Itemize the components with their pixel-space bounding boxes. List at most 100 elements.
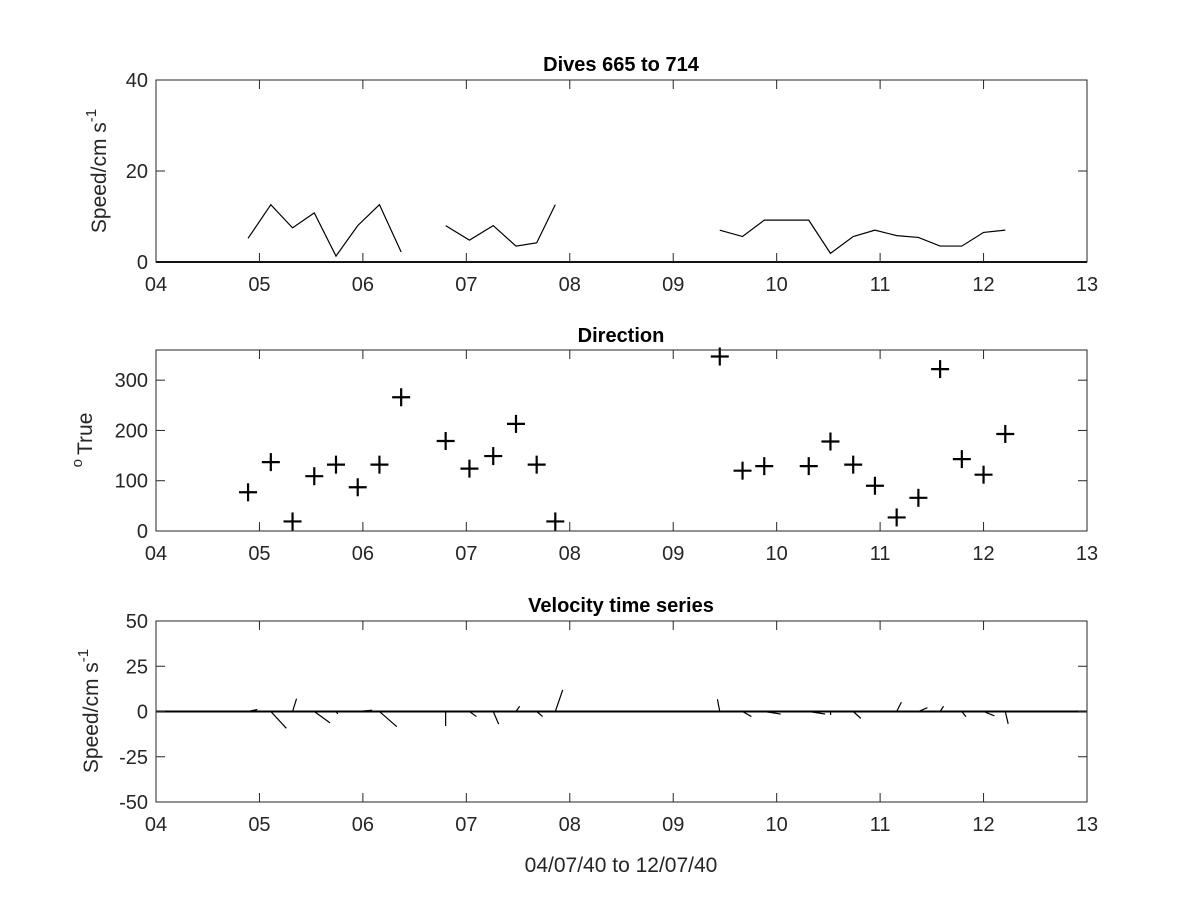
speed-series-segment — [719, 219, 1006, 255]
velocity-stick — [716, 699, 721, 712]
direction-xtick-label: 07 — [455, 543, 477, 565]
velocity-stick — [554, 689, 564, 712]
velocity-stick — [291, 698, 298, 712]
direction-point — [887, 508, 906, 527]
direction-xtick-label: 06 — [352, 543, 374, 565]
velocity-stick — [335, 711, 339, 715]
velocity-stick — [918, 707, 928, 713]
direction-point — [506, 414, 525, 433]
direction-xtick-label: 05 — [248, 543, 270, 565]
velocity-stick — [313, 711, 331, 724]
speed-xtick-label: 09 — [662, 274, 684, 296]
speed-axes-frame — [155, 79, 1088, 263]
direction-point — [546, 512, 565, 531]
speed-xtick-label: 10 — [766, 274, 788, 296]
speed-ylabel: Speed/cm s-1 — [83, 109, 111, 233]
velocity-ticks: 04 05 06 07 08 09 10 11 12 13 -50 -25 0 25 50 — [119, 611, 1098, 836]
direction-point — [996, 424, 1015, 443]
direction-xtick-label: 10 — [766, 543, 788, 565]
velocity-xtick-label: 12 — [972, 814, 994, 836]
direction-title: Direction — [578, 325, 665, 347]
velocity-ylabel: Speed/cm s-1 — [75, 649, 103, 773]
direction-ytick-label: 200 — [115, 420, 148, 442]
direction-ytick-label: 100 — [115, 471, 148, 493]
speed-series-segment — [445, 204, 556, 247]
velocity-ytick-label: 0 — [137, 702, 148, 724]
velocity-stick — [469, 711, 477, 718]
direction-point — [326, 455, 345, 474]
velocity-xtick-label: 10 — [766, 814, 788, 836]
direction-ylabel-sup: o — [69, 459, 86, 467]
velocity-stick — [764, 710, 781, 715]
speed-xtick-label: 06 — [352, 274, 374, 296]
speed-title: Dives 665 to 714 — [543, 54, 700, 76]
speed-ylabel-sup: -1 — [83, 109, 100, 122]
velocity-stick — [742, 710, 752, 718]
speed-ticks: 04 05 06 07 08 09 10 11 12 13 0 20 40 — [126, 70, 1098, 296]
direction-ytick-label: 300 — [115, 370, 148, 392]
direction-point — [733, 461, 752, 480]
direction-point — [436, 432, 455, 451]
direction-point — [755, 457, 774, 476]
direction-point — [283, 512, 302, 531]
velocity-ytick-label: 25 — [126, 656, 148, 678]
velocity-stick — [536, 711, 544, 718]
speed-xtick-label: 13 — [1076, 274, 1098, 296]
direction-xtick-label: 09 — [662, 543, 684, 565]
velocity-ylabel-sup: -1 — [75, 649, 92, 662]
direction-point — [305, 467, 324, 486]
direction-xtick-label: 12 — [972, 543, 994, 565]
velocity-stick — [270, 711, 287, 729]
velocity-xtick-label: 04 — [145, 814, 167, 836]
speed-xtick-label: 11 — [870, 274, 891, 296]
velocity-panel: Velocity time series Speed/cm s-1 04/07/… — [75, 595, 1098, 877]
direction-point — [484, 447, 503, 466]
velocity-xtick-label: 08 — [559, 814, 581, 836]
direction-xtick-label: 08 — [559, 543, 581, 565]
velocity-xtick-label: 06 — [352, 814, 374, 836]
velocity-stick — [852, 711, 862, 719]
velocity-stick — [808, 710, 826, 715]
speed-ytick-label: 0 — [137, 252, 148, 274]
speed-panel: Dives 665 to 714 Speed/cm s-1 04 05 06 07 08… — [83, 54, 1098, 296]
direction-ytick-label: 0 — [137, 521, 148, 543]
direction-point — [799, 457, 818, 476]
direction-xtick-label: 13 — [1076, 543, 1098, 565]
direction-point — [821, 432, 840, 451]
direction-point — [261, 453, 280, 472]
velocity-stick — [247, 708, 258, 713]
velocity-ytick-label: -50 — [119, 792, 148, 814]
speed-xtick-label: 07 — [455, 274, 477, 296]
speed-series-segment — [247, 203, 402, 258]
speed-ytick-label: 20 — [126, 161, 148, 183]
direction-point — [909, 488, 928, 507]
speed-xtick-label: 05 — [248, 274, 270, 296]
direction-xtick-label: 11 — [870, 543, 891, 565]
velocity-title: Velocity time series — [528, 595, 714, 617]
velocity-xtick-label: 11 — [870, 814, 891, 836]
direction-point — [348, 478, 367, 497]
speed-xtick-label: 08 — [559, 274, 581, 296]
velocity-xtick-label: 13 — [1076, 814, 1098, 836]
velocity-xlabel: 04/07/40 to 12/07/40 — [525, 854, 718, 877]
speed-marks — [156, 203, 1087, 263]
direction-panel: Direction oTrue 04 05 06 07 08 09 10 11 12 13 0 100… — [69, 325, 1098, 565]
direction-ticks: 04 05 06 07 08 09 10 11 12 13 0 100 200 300 — [115, 350, 1098, 565]
velocity-xtick-label: 05 — [248, 814, 270, 836]
velocity-stick — [961, 711, 967, 718]
direction-point — [527, 455, 546, 474]
velocity-marks — [156, 689, 1087, 729]
velocity-stick — [492, 711, 500, 725]
direction-axes-frame — [155, 349, 1088, 532]
direction-point — [974, 465, 993, 484]
velocity-ytick-label: -25 — [119, 747, 148, 769]
velocity-xtick-label: 07 — [455, 814, 477, 836]
direction-point — [865, 476, 884, 495]
direction-point — [239, 483, 258, 502]
velocity-ytick-label: 50 — [126, 611, 148, 633]
velocity-stick — [357, 709, 373, 713]
velocity-xtick-label: 09 — [662, 814, 684, 836]
direction-ylabel: oTrue — [69, 413, 97, 468]
direction-point — [931, 360, 950, 379]
velocity-stick — [939, 705, 945, 712]
